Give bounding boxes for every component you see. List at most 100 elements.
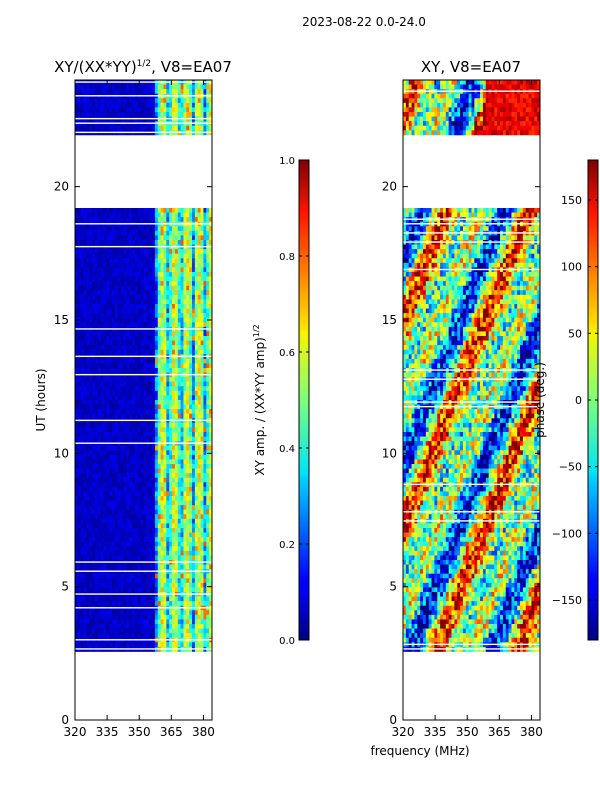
amplitude-heatmap-cell <box>206 532 210 538</box>
amplitude-heatmap-cell <box>200 432 204 437</box>
amplitude-heatmap-cell <box>174 422 179 428</box>
amplitude-heatmap-cell <box>186 358 190 364</box>
amplitude-heatmap-cell <box>177 573 181 579</box>
amplitude-heatmap-cell <box>92 555 96 561</box>
amplitude-heatmap-cell <box>166 349 170 355</box>
amplitude-heatmap-cell <box>140 281 144 287</box>
amplitude-heatmap-cell <box>132 262 136 268</box>
amplitude-heatmap-cell <box>200 491 204 497</box>
amplitude-heatmap-cell <box>172 340 176 346</box>
amplitude-heatmap-cell <box>120 89 124 95</box>
amplitude-heatmap-cell <box>194 368 199 373</box>
amplitude-heatmap-cell <box>123 377 127 383</box>
amplitude-heatmap-cell <box>112 468 116 474</box>
amplitude-heatmap-cell <box>120 377 124 383</box>
amplitude-heatmap-cell <box>103 299 107 305</box>
amplitude-heatmap-cell <box>94 285 99 291</box>
amplitude-heatmap-cell <box>206 432 210 437</box>
amplitude-heatmap-cell <box>80 454 84 460</box>
amplitude-heatmap-cell <box>192 313 196 319</box>
amplitude-heatmap-cell <box>146 413 150 419</box>
amplitude-heatmap-cell <box>180 89 184 95</box>
amplitude-heatmap-cell <box>157 454 162 460</box>
amplitude-heatmap-cell <box>180 555 184 561</box>
amplitude-heatmap-cell <box>77 468 82 474</box>
amplitude-heatmap-cell <box>140 285 144 291</box>
amplitude-heatmap-cell <box>129 212 133 218</box>
amplitude-heatmap-cell <box>189 345 193 351</box>
amplitude-heatmap-cell <box>146 322 150 328</box>
amplitude-heatmap-cell <box>80 496 84 501</box>
amplitude-heatmap-cell <box>143 381 147 387</box>
amplitude-heatmap-cell <box>134 285 139 291</box>
amplitude-heatmap-cell <box>154 518 159 524</box>
amplitude-heatmap-cell <box>172 390 176 396</box>
amplitude-heatmap-cell <box>100 363 104 369</box>
amplitude-heatmap-cell <box>140 340 144 346</box>
amplitude-heatmap-cell <box>100 532 104 538</box>
amplitude-heatmap-cell <box>86 509 90 515</box>
amplitude-heatmap-cell <box>132 290 136 296</box>
amplitude-heatmap-cell <box>154 89 159 95</box>
amplitude-heatmap-cell <box>123 413 127 419</box>
amplitude-heatmap-cell <box>183 546 187 552</box>
amplitude-heatmap-cell <box>209 258 212 264</box>
amplitude-heatmap-cell <box>123 304 127 309</box>
amplitude-heatmap-cell <box>206 619 210 625</box>
amplitude-heatmap-cell <box>200 400 204 405</box>
amplitude-heatmap-cell <box>152 395 156 401</box>
amplitude-heatmap-cell <box>100 528 104 533</box>
amplitude-heatmap-cell <box>94 482 99 488</box>
amplitude-heatmap-cell <box>100 422 104 428</box>
amplitude-heatmap-cell <box>77 532 82 538</box>
amplitude-heatmap-cell <box>77 413 82 419</box>
amplitude-heatmap-cell <box>157 505 162 511</box>
amplitude-heatmap-cell <box>75 573 79 579</box>
amplitude-heatmap-cell <box>77 235 82 241</box>
amplitude-heatmap-cell <box>97 345 102 351</box>
amplitude-heatmap-cell <box>157 377 162 383</box>
amplitude-heatmap-cell <box>103 217 107 223</box>
amplitude-heatmap-cell <box>166 541 170 547</box>
amplitude-heatmap-cell <box>143 546 147 552</box>
amplitude-heatmap-cell <box>186 413 190 419</box>
amplitude-heatmap-cell <box>83 272 87 277</box>
amplitude-heatmap-cell <box>89 258 93 264</box>
amplitude-heatmap-cell <box>83 386 87 392</box>
amplitude-heatmap-cell <box>189 496 193 501</box>
amplitude-heatmap-cell <box>209 555 212 561</box>
amplitude-heatmap-cell <box>209 432 212 437</box>
amplitude-heatmap-cell <box>140 299 144 305</box>
amplitude-heatmap-cell <box>86 381 90 387</box>
amplitude-heatmap-cell <box>75 468 79 474</box>
amplitude-heatmap-cell <box>83 450 87 456</box>
amplitude-heatmap-cell <box>152 464 156 469</box>
amplitude-heatmap-cell <box>100 322 104 328</box>
amplitude-heatmap-cell <box>157 532 162 538</box>
amplitude-heatmap-cell <box>154 596 159 602</box>
amplitude-heatmap-cell <box>180 240 184 245</box>
amplitude-heatmap-cell <box>194 336 199 341</box>
amplitude-heatmap-cell <box>149 459 153 465</box>
amplitude-heatmap-cell <box>114 377 119 383</box>
amplitude-heatmap-cell <box>146 409 150 415</box>
amplitude-heatmap-cell <box>94 258 99 264</box>
amplitude-heatmap-cell <box>152 317 156 323</box>
amplitude-heatmap-cell <box>163 400 167 405</box>
amplitude-heatmap-cell <box>149 523 153 529</box>
amplitude-heatmap-cell <box>192 102 196 108</box>
amplitude-heatmap-cell <box>160 528 164 533</box>
amplitude-heatmap-cell <box>149 422 153 428</box>
amplitude-heatmap-cell <box>143 230 147 236</box>
amplitude-heatmap-cell <box>140 537 144 543</box>
amplitude-heatmap-cell <box>197 550 201 556</box>
amplitude-heatmap-cell <box>137 450 142 456</box>
amplitude-heatmap-cell <box>109 358 113 364</box>
amplitude-heatmap-cell <box>75 345 79 351</box>
amplitude-heatmap-cell <box>143 212 147 218</box>
amplitude-heatmap-cell <box>160 459 164 465</box>
amplitude-heatmap-cell <box>137 331 142 337</box>
amplitude-heatmap-cell <box>200 454 204 460</box>
amplitude-heatmap-cell <box>177 336 181 341</box>
amplitude-heatmap-cell <box>83 267 87 273</box>
